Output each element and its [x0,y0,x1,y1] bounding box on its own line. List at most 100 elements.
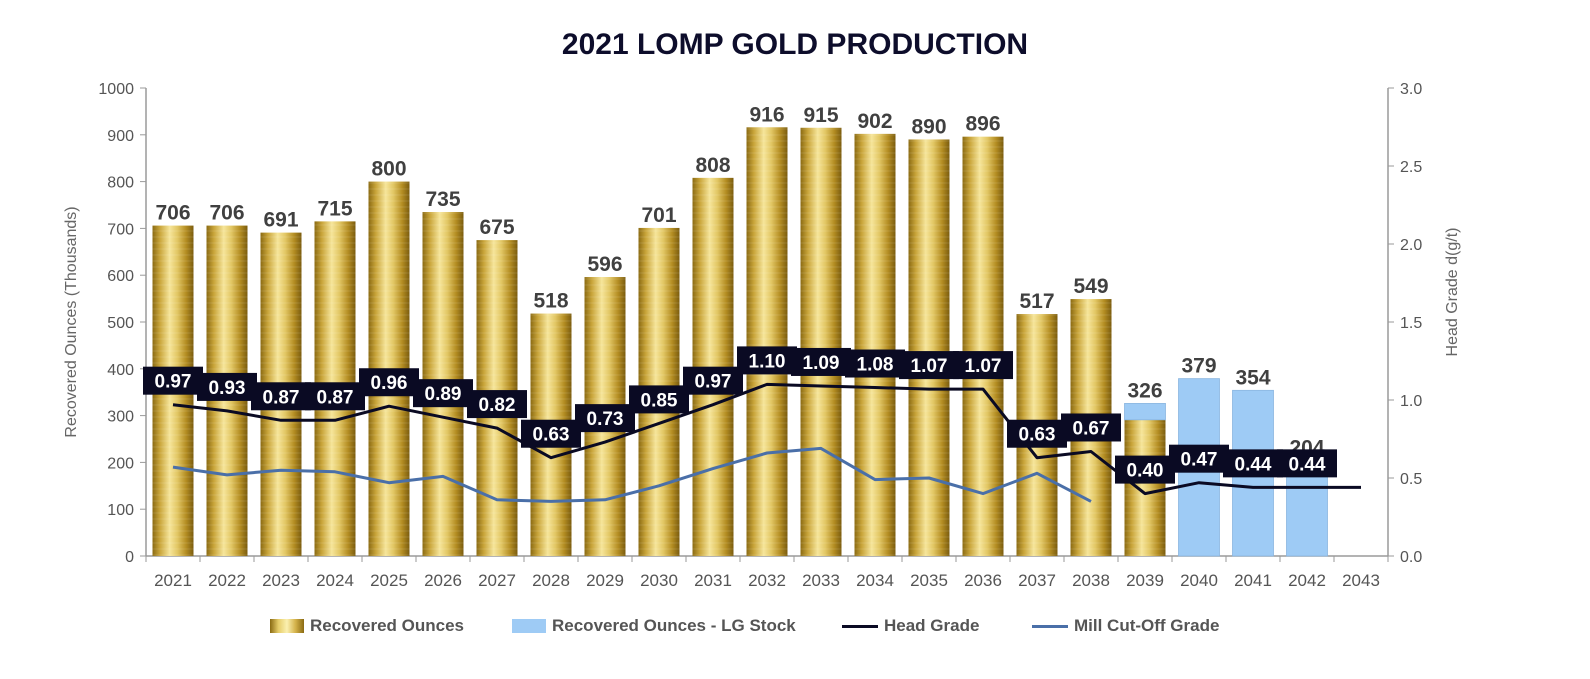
x-tick-label: 2029 [586,571,624,590]
head-grade-label-box [1277,449,1337,478]
line-mill-cutoff-grade [172,446,1092,503]
bar-texture [908,139,950,557]
head-grade-label-box [251,382,311,411]
head-grade-label-box [899,351,959,380]
y-tick-label-left: 600 [107,268,134,285]
bar-texture [962,136,1004,556]
y-tick-label-left: 500 [107,315,134,332]
bar-total-label: 379 [1181,355,1216,378]
bar-total-label: 326 [1127,379,1162,402]
y-tick-label-left: 900 [107,128,134,145]
bar-total-label: 701 [641,204,676,227]
x-tick-label: 2043 [1342,571,1380,590]
head-grade-label: 0.63 [1019,425,1056,446]
x-tick-label: 2042 [1288,571,1326,590]
bar-total-label: 706 [209,202,244,225]
head-grade-label-box [1223,449,1283,478]
head-grade-label: 0.96 [371,373,408,394]
chart-svg: 0 100 200 300 400 500 600 700 800 900 1000 0.0 0.5 1.… [63,81,1461,590]
head-grade-label: 0.73 [587,409,624,430]
x-tick-label: 2021 [154,571,192,590]
head-grade-label-box [629,385,689,414]
y-tick-label-right: 0.0 [1400,549,1422,566]
head-grade-label-box [467,390,527,419]
chart-title: 2021 LOMP GOLD PRODUCTION [561,28,1029,61]
x-tick-label: 2025 [370,571,408,590]
x-tick-label: 2033 [802,571,840,590]
bar-total-label: 517 [1019,290,1054,313]
head-grade-label: 0.89 [425,384,462,405]
y-axis-title-right: Head Grade d(g/t) [1444,228,1461,357]
bar-total-label: 549 [1073,275,1108,298]
y-tick-label-left: 200 [107,455,134,472]
bar-total-label: 890 [911,115,946,138]
head-grade-label-box [683,366,743,395]
head-grade-label: 1.07 [911,356,948,377]
y-tick-label-right: 2.5 [1400,159,1422,176]
bar-total-label: 354 [1235,366,1270,389]
y-tick-label-right: 1.0 [1400,393,1422,410]
y-tick-label-left: 0 [125,549,134,566]
bar-total-label: 915 [803,104,838,127]
head-grade-label-box [575,404,635,433]
legend-swatch-blue [512,619,546,633]
head-grade-label: 0.40 [1127,461,1164,482]
head-grade-label-box [359,368,419,397]
head-grade-label-box [953,351,1013,380]
head-grade-label: 0.85 [641,390,678,411]
legend-item-lg-stock: Recovered Ounces - LG Stock [512,616,796,636]
x-tick-label: 2023 [262,571,300,590]
head-grade-label: 0.47 [1181,450,1218,471]
x-tick-label: 2028 [532,571,570,590]
legend-label: Recovered Ounces [310,616,465,635]
bar-total-label: 808 [695,154,730,177]
x-tick-label: 2038 [1072,571,1110,590]
bar-total-label: 715 [317,197,352,220]
head-grade-label: 1.08 [857,355,894,376]
head-grade-label: 0.82 [479,395,516,416]
x-tick-label: 2037 [1018,571,1056,590]
head-grade-label-box [1007,419,1067,448]
bar-texture [800,127,842,556]
bar-lg-stock [1124,403,1166,421]
legend-swatch-head-grade [842,624,878,628]
bar-texture [1124,419,1166,556]
head-grade-label: 1.10 [749,351,786,372]
head-grade-label: 0.67 [1073,418,1110,439]
head-grade-label-box [1169,444,1229,473]
head-grade-label: 0.93 [209,378,246,399]
bar-total-label: 735 [425,188,460,211]
head-grade-label: 0.44 [1235,454,1272,475]
x-tick-label: 2036 [964,571,1002,590]
y-tick-label-right: 1.5 [1400,315,1422,332]
head-grade-label-box [845,349,905,378]
legend-item-recovered-ounces: Recovered Ounces [270,616,464,636]
head-grade-label-box [1061,413,1121,442]
y-tick-label-left: 700 [107,221,134,238]
legend-item-cutoff: Mill Cut-Off Grade [1032,616,1219,636]
x-tick-label: 2040 [1180,571,1218,590]
head-grade-label: 0.87 [263,387,300,408]
head-grade-label-box [413,379,473,408]
head-grade-label-box [305,382,365,411]
x-tick-label: 2041 [1234,571,1272,590]
y-tick-label-left: 100 [107,502,134,519]
legend-swatch-cutoff [1032,624,1068,628]
bar-total-label: 675 [479,216,514,239]
legend: Recovered Ounces Recovered Ounces - LG S… [0,616,1590,642]
y-tick-label-left: 300 [107,409,134,426]
bar-total-label: 896 [965,113,1000,136]
y-tick-label-left: 400 [107,362,134,379]
y-tick-label-left: 800 [107,175,134,192]
bar-total-label: 902 [857,110,892,133]
head-grade-label-box [197,372,257,401]
legend-label: Recovered Ounces - LG Stock [552,616,796,635]
x-tick-label: 2030 [640,571,678,590]
head-grade-label: 0.44 [1289,454,1326,475]
bar-total-label: 706 [155,202,190,225]
bar-total-label: 596 [587,253,622,276]
y-tick-label-left: 1000 [98,81,134,98]
bar-texture [746,127,788,556]
y-tick-label-right: 0.5 [1400,471,1422,488]
